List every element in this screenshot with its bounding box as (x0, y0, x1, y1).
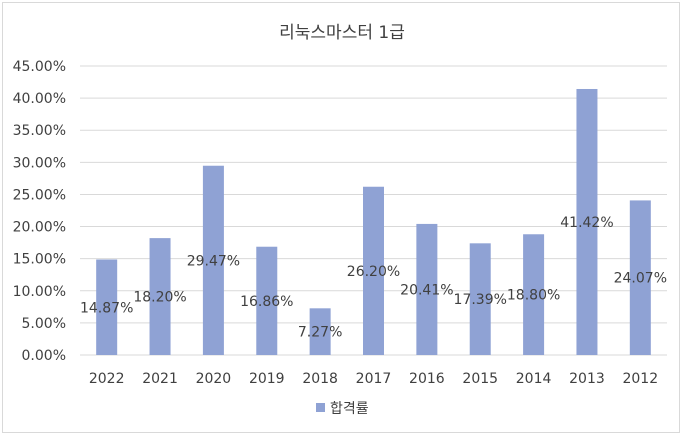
bar (523, 234, 545, 355)
bar (576, 88, 598, 356)
y-axis-labels: 0.00% 5.00% 10.00% 15.00% 20.00% 25.00% 30.00%… (13, 59, 66, 364)
bar (469, 243, 491, 355)
x-tick-label: 2017 (356, 371, 392, 387)
y-tick-label: 10.00% (13, 284, 66, 300)
data-label: 24.07% (614, 271, 667, 287)
y-tick-label: 45.00% (13, 59, 66, 75)
x-tick-label: 2019 (249, 371, 285, 387)
y-tick-label: 25.00% (13, 187, 66, 203)
y-tick-label: 35.00% (13, 123, 66, 139)
bar (149, 238, 171, 355)
x-tick-label: 2013 (569, 371, 605, 387)
data-label: 18.80% (507, 288, 560, 304)
x-tick-label: 2018 (302, 371, 338, 387)
data-label: 14.87% (80, 300, 133, 316)
x-tick-label: 2015 (462, 371, 498, 387)
bars (96, 88, 651, 356)
y-tick-label: 15.00% (13, 252, 66, 268)
bar (309, 308, 331, 355)
y-tick-label: 20.00% (13, 220, 66, 236)
bar (416, 223, 438, 355)
legend-label: 합격률 (330, 401, 369, 417)
chart-title: 리눅스마스터 1급 (279, 23, 405, 43)
y-tick-label: 5.00% (22, 316, 66, 332)
data-label: 17.39% (454, 292, 507, 308)
x-tick-label: 2022 (89, 371, 125, 387)
chart-frame (2, 2, 680, 433)
x-tick-label: 2016 (409, 371, 445, 387)
data-label: 29.47% (187, 253, 240, 269)
legend: 합격률 (316, 401, 369, 417)
legend-swatch (316, 403, 325, 412)
data-label: 41.42% (560, 215, 613, 231)
y-tick-label: 30.00% (13, 155, 66, 171)
bar (96, 259, 118, 355)
data-label: 7.27% (298, 325, 342, 341)
x-tick-label: 2012 (622, 371, 658, 387)
x-tick-label: 2020 (196, 371, 232, 387)
bar (256, 246, 278, 355)
y-tick-label: 0.00% (22, 348, 66, 364)
data-label: 26.20% (347, 264, 400, 280)
data-label: 18.20% (133, 290, 186, 306)
data-label: 20.41% (400, 282, 453, 298)
x-axis-labels: 2022 2021 2020 2019 2018 2017 2016 2015 2014 2013… (89, 371, 658, 387)
bar (202, 165, 224, 355)
x-tick-label: 2021 (142, 371, 178, 387)
data-labels: 14.87%18.20% 29.47% 16.86% 7.27% 26.20%20.41… (80, 215, 667, 341)
gridlines (80, 65, 667, 356)
x-tick-label: 2014 (516, 371, 552, 387)
y-tick-label: 40.00% (13, 91, 66, 107)
data-label: 16.86% (240, 294, 293, 310)
bar (363, 186, 384, 355)
bar (629, 200, 651, 355)
